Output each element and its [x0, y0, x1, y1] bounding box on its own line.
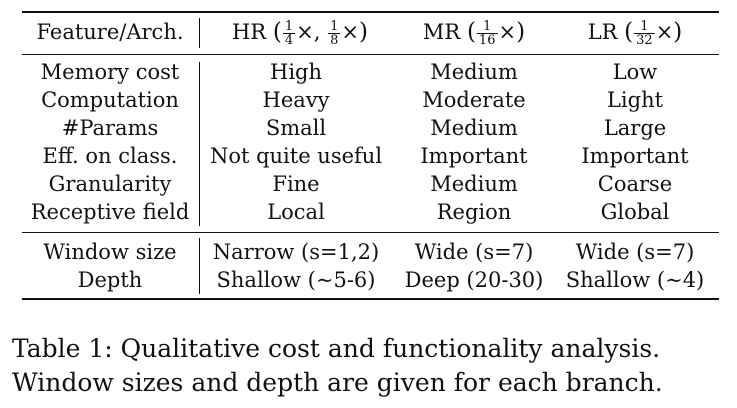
header-lr-label: LR: [587, 20, 618, 44]
table-cell: Depth: [77, 268, 143, 292]
header-hr-label: HR: [232, 20, 267, 44]
table-cell: Important: [420, 144, 528, 168]
frac-num: 1: [282, 19, 296, 34]
table-cell: Region: [436, 200, 512, 224]
table-cell: Medium: [430, 172, 518, 196]
times-sign: ×: [341, 20, 359, 44]
header-feature: Feature/Arch.: [36, 20, 184, 44]
mid-rule: [22, 232, 719, 233]
frac-mr: 1 16: [476, 20, 498, 48]
table-cell: Computation: [41, 88, 179, 112]
times-sign: ×: [296, 20, 314, 44]
table-cell: Receptive field: [30, 200, 190, 224]
table-cell: Granularity: [48, 172, 172, 196]
table-cell: Shallow (∼4): [565, 268, 705, 292]
table-cell: Eff. on class.: [42, 144, 178, 168]
table-caption: Table 1: Qualitative cost and functional…: [12, 334, 663, 397]
header-mr-label: MR: [422, 20, 461, 44]
frac-den: 32: [636, 33, 653, 48]
header-rule: [22, 54, 719, 55]
table-cell: Memory cost: [40, 60, 180, 84]
times-sign: ×: [655, 20, 674, 44]
table-cell: Narrow (s=1,2): [212, 240, 380, 264]
frac-num: 1: [634, 20, 655, 34]
table-cell: High: [270, 60, 322, 84]
frac-den: 16: [478, 33, 496, 48]
table-cell: Wide (s=7): [575, 240, 695, 264]
table-cell: Fine: [272, 172, 320, 196]
header-mr: MR (1 16 ×): [422, 19, 526, 48]
table-cell: Deep (20-30): [404, 268, 544, 292]
table-cell: Moderate: [422, 88, 526, 112]
table-cell: Low: [612, 60, 658, 84]
table-cell: Medium: [430, 60, 518, 84]
table-cell: Local: [267, 200, 325, 224]
frac-lr: 1 32: [634, 20, 655, 47]
table-cell: Heavy: [262, 88, 330, 112]
header-vline: [199, 18, 200, 48]
table-cell: Large: [603, 116, 667, 140]
bottom-rule: [22, 298, 719, 300]
frac-den: 8: [330, 33, 339, 48]
table-cell: #Params: [61, 116, 159, 140]
frac-num: 1: [328, 19, 341, 34]
table-cell: Coarse: [597, 172, 673, 196]
table-cell: Shallow (∼5-6): [216, 268, 376, 292]
table-cell: Important: [581, 144, 689, 168]
table-cell: Not quite useful: [209, 144, 383, 168]
body-vline: [199, 62, 200, 226]
header-lr: LR (1 32 ×): [587, 19, 683, 48]
times-sign: ×: [498, 20, 517, 44]
table-cell: Medium: [430, 116, 518, 140]
body2-vline: [199, 238, 200, 294]
table-cell: Small: [265, 116, 327, 140]
header-hr: HR (1 4 ×, 1 8 ×): [232, 19, 368, 48]
top-rule: [22, 11, 719, 13]
table-cell: Global: [600, 200, 670, 224]
table-cell: Window size: [43, 240, 177, 264]
table-cell: Wide (s=7): [414, 240, 534, 264]
frac-den: 4: [284, 33, 294, 48]
table-cell: Light: [606, 88, 664, 112]
frac-num: 1: [476, 20, 498, 34]
